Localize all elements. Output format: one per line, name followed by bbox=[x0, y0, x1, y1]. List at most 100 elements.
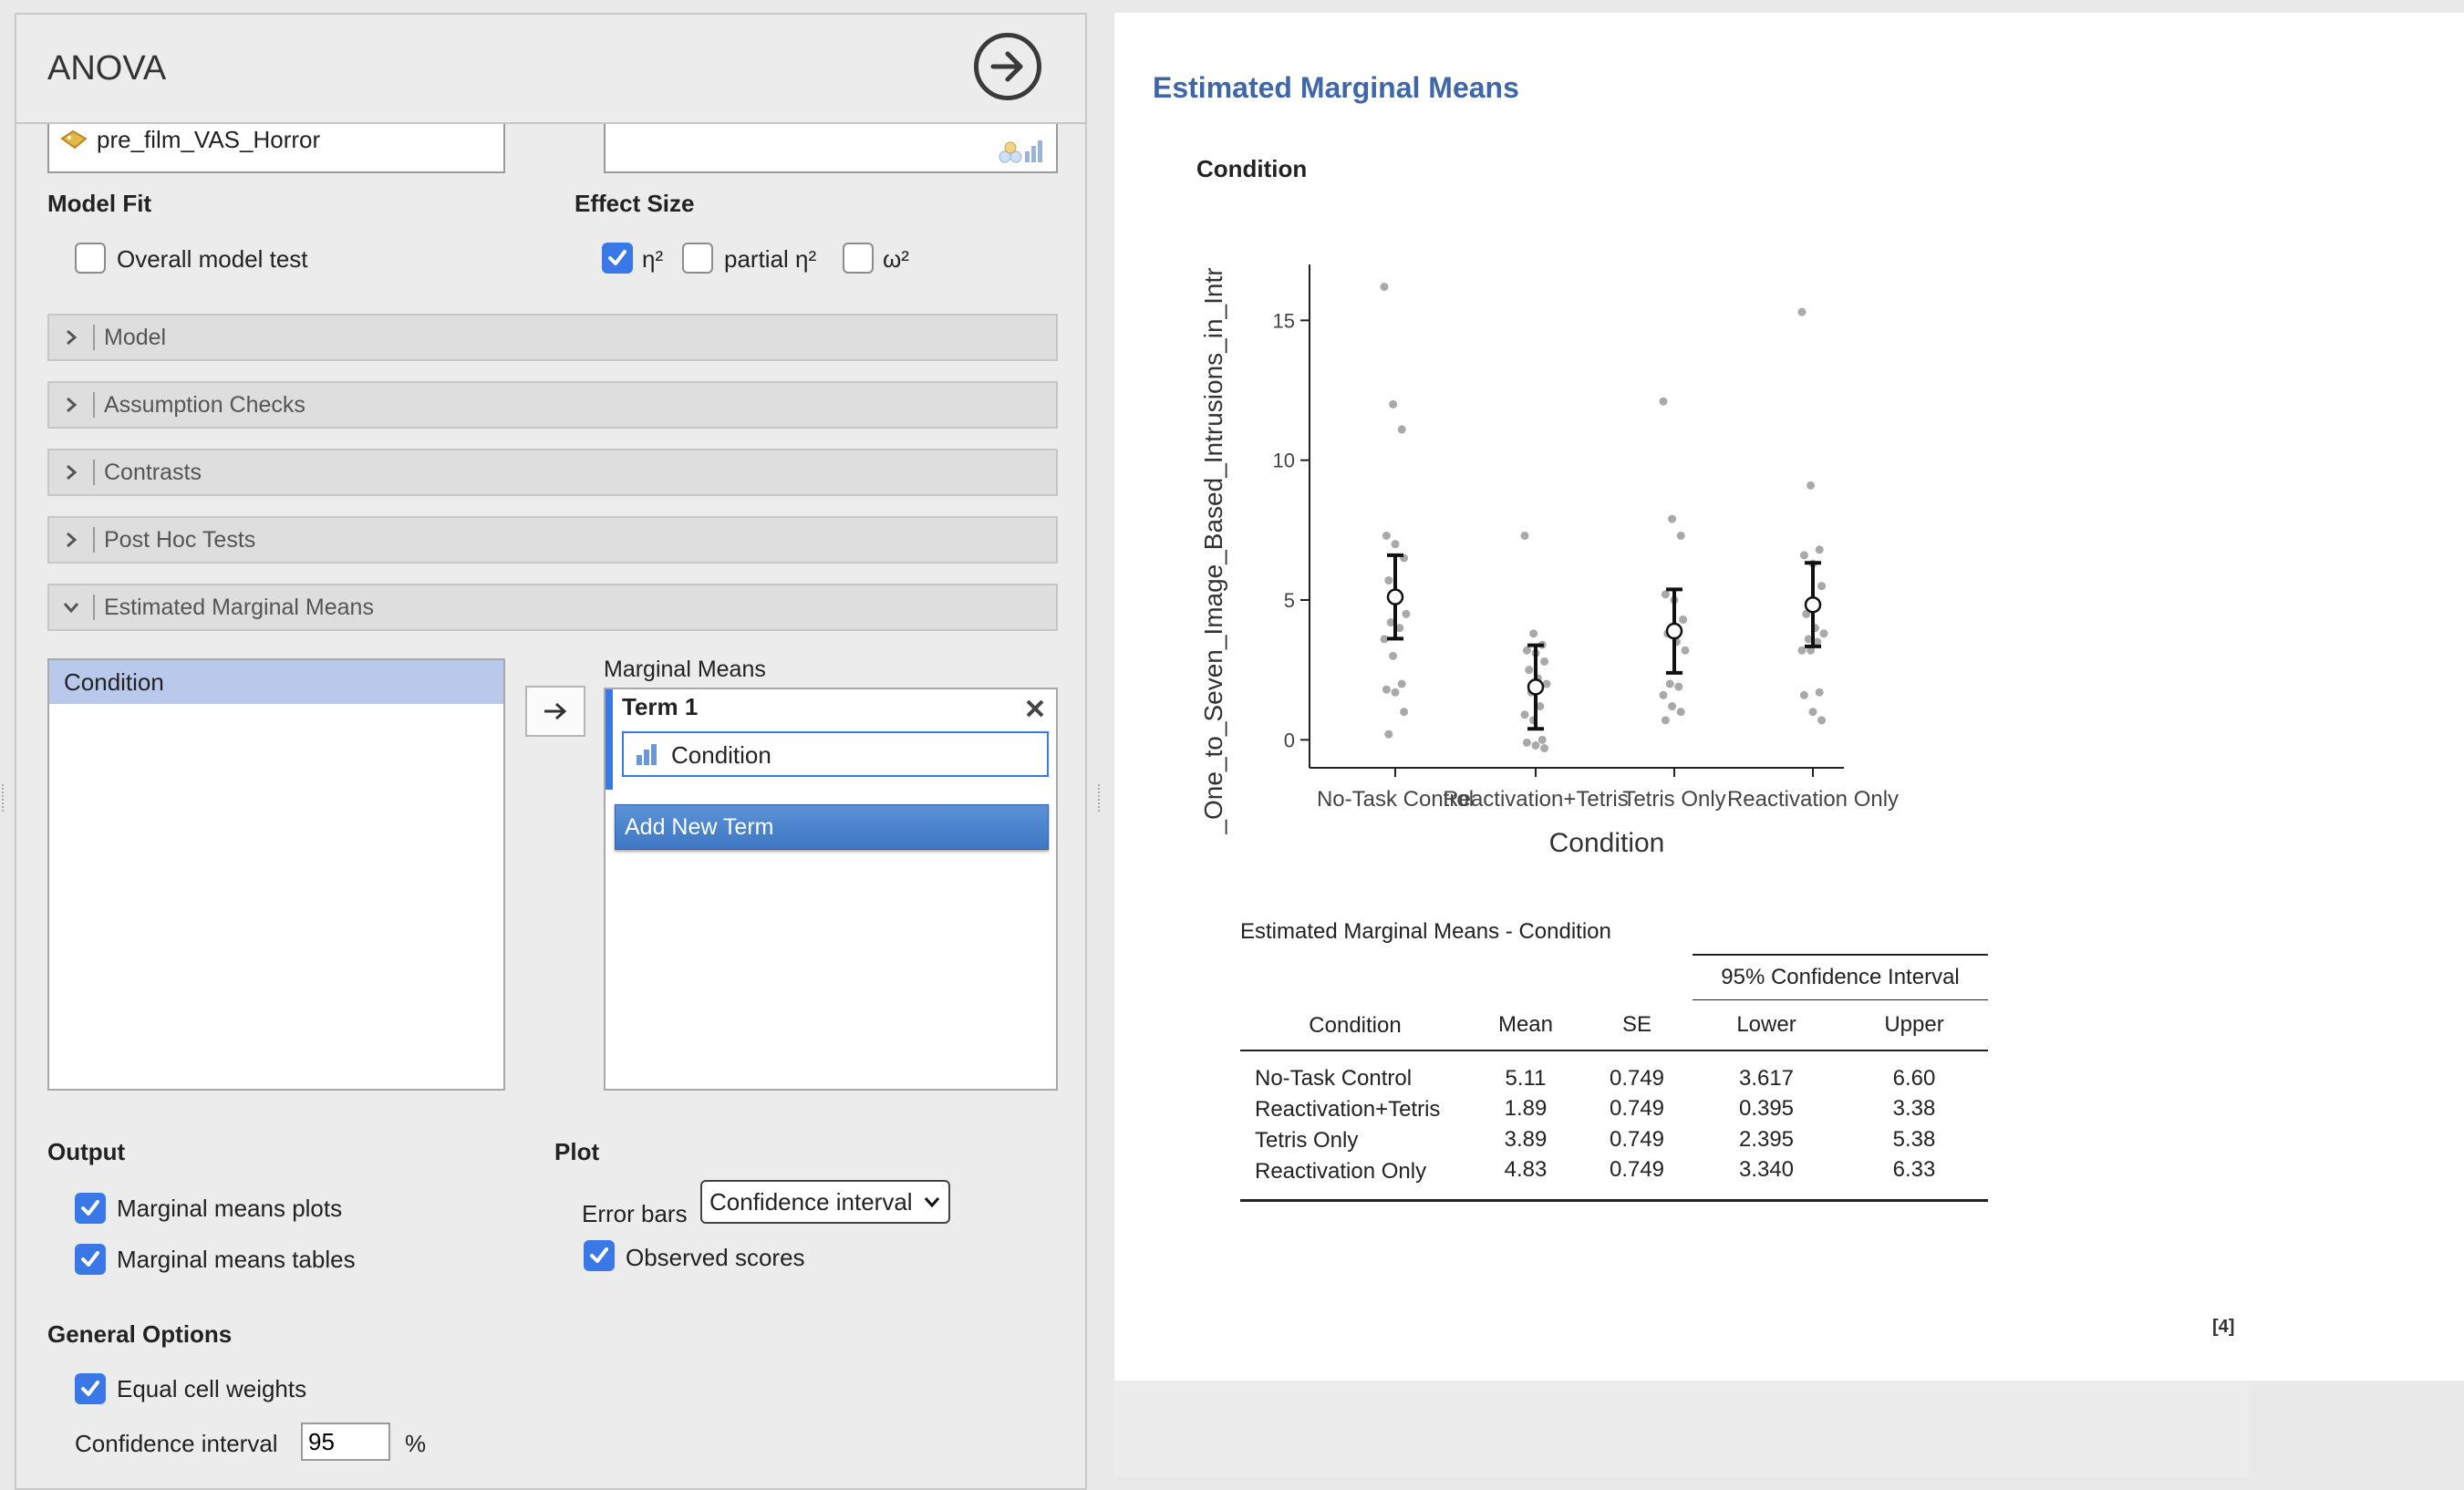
list-item-condition[interactable]: Condition bbox=[49, 660, 503, 704]
observed-point bbox=[1386, 618, 1395, 627]
term-field[interactable]: Condition bbox=[622, 731, 1049, 777]
cell-condition: Reactivation+Tetris bbox=[1255, 1096, 1441, 1122]
term-title: Term 1 bbox=[622, 693, 699, 720]
omega-squared-label: ω² bbox=[883, 245, 909, 273]
observed-point bbox=[1537, 735, 1547, 744]
observed-point bbox=[1525, 666, 1534, 675]
section-contrasts[interactable]: Contrasts bbox=[47, 449, 1058, 496]
check-icon bbox=[590, 1247, 608, 1263]
arrow-right-icon bbox=[990, 51, 1023, 82]
section-separator bbox=[93, 325, 95, 350]
observed-point bbox=[1529, 629, 1538, 638]
observed-point bbox=[1389, 651, 1398, 660]
chevron-right-icon bbox=[49, 531, 93, 549]
header-divider bbox=[16, 122, 1087, 124]
omega-squared-checkbox[interactable] bbox=[843, 243, 874, 274]
observed-point bbox=[1384, 576, 1393, 585]
mean-point bbox=[1386, 588, 1404, 605]
x-tick-label: Reactivation+Tetris bbox=[1443, 787, 1628, 812]
observed-point bbox=[1389, 399, 1398, 409]
variables-list[interactable]: pre_film_VAS_Horror bbox=[47, 124, 505, 173]
cell-lower: 3.617 bbox=[1738, 1066, 1795, 1091]
observed-point bbox=[1522, 738, 1531, 747]
available-terms-list[interactable]: Condition bbox=[47, 658, 505, 1091]
observed-point bbox=[1536, 702, 1545, 711]
plot-heading: Plot bbox=[554, 1138, 600, 1165]
observed-point bbox=[1395, 624, 1404, 633]
target-variables-box[interactable] bbox=[604, 124, 1058, 173]
check-icon bbox=[81, 1251, 99, 1267]
table-row: Tetris Only 3.89 0.749 2.395 5.38 bbox=[1240, 1124, 1988, 1155]
term-accent-bar bbox=[606, 689, 613, 790]
error-bars-value: Confidence interval bbox=[709, 1187, 913, 1216]
mean-point bbox=[1804, 595, 1822, 614]
variable-item[interactable]: pre_film_VAS_Horror bbox=[97, 126, 321, 153]
marginal-means-terms-box[interactable]: Term 1 Condition Add New Term bbox=[604, 688, 1058, 1091]
table-row: Reactivation+Tetris 1.89 0.749 0.395 3.3… bbox=[1240, 1093, 1988, 1124]
observed-point bbox=[1384, 729, 1393, 739]
section-model[interactable]: Model bbox=[47, 314, 1058, 361]
check-icon bbox=[81, 1200, 99, 1216]
section-assumption-checks[interactable]: Assumption Checks bbox=[47, 381, 1058, 429]
equal-cell-weights-label: Equal cell weights bbox=[117, 1375, 307, 1402]
observed-point bbox=[1659, 690, 1668, 699]
confidence-interval-input[interactable] bbox=[301, 1423, 390, 1461]
table-header-spacer bbox=[1470, 955, 1581, 1000]
cell-se: 0.749 bbox=[1609, 1095, 1665, 1121]
error-bars-select[interactable]: Confidence interval bbox=[700, 1180, 950, 1224]
analysis-options-panel: ANOVA pre_film_VAS_Horror Model Fit Over… bbox=[15, 13, 1087, 1490]
general-options-heading: General Options bbox=[47, 1320, 233, 1348]
add-new-term-button[interactable]: Add New Term bbox=[615, 804, 1049, 850]
observed-point bbox=[1674, 682, 1683, 691]
partial-eta-squared-checkbox[interactable] bbox=[682, 243, 713, 274]
observed-point bbox=[1815, 688, 1824, 697]
observed-point bbox=[1819, 629, 1828, 638]
eta-squared-label: η² bbox=[642, 245, 664, 273]
cell-se: 0.749 bbox=[1609, 1157, 1665, 1182]
term-item-label: Condition bbox=[671, 741, 771, 769]
section-estimated-marginal-means[interactable]: Estimated Marginal Means bbox=[47, 584, 1058, 631]
check-icon bbox=[608, 250, 626, 265]
observed-scores-checkbox[interactable] bbox=[584, 1240, 615, 1271]
equal-cell-weights-checkbox[interactable] bbox=[75, 1373, 106, 1404]
left-splitter-handle[interactable] bbox=[2, 784, 9, 812]
move-right-button[interactable] bbox=[525, 686, 585, 737]
cell-upper: 3.38 bbox=[1892, 1095, 1936, 1121]
ci-group-header: 95% Confidence Interval bbox=[1693, 954, 1988, 1000]
observed-point bbox=[1799, 551, 1808, 560]
confidence-interval-unit: % bbox=[405, 1430, 427, 1457]
close-icon[interactable] bbox=[1025, 698, 1045, 723]
marginal-means-plots-checkbox[interactable] bbox=[75, 1193, 106, 1224]
chevron-down-icon bbox=[924, 1197, 940, 1208]
observed-point bbox=[1400, 708, 1409, 717]
confidence-interval-label: Confidence interval bbox=[75, 1430, 278, 1457]
x-tick-label: No-Task Control bbox=[1317, 787, 1474, 812]
cell-upper: 6.33 bbox=[1892, 1157, 1936, 1182]
run-analysis-button[interactable] bbox=[974, 33, 1041, 100]
marginal-means-tables-checkbox[interactable] bbox=[75, 1244, 106, 1275]
nominal-variable-icon bbox=[635, 742, 660, 771]
observed-point bbox=[1391, 688, 1400, 697]
section-separator bbox=[93, 527, 95, 553]
panel-splitter-handle[interactable] bbox=[1098, 784, 1105, 812]
cell-se: 0.749 bbox=[1609, 1066, 1665, 1091]
chevron-right-icon bbox=[49, 396, 93, 414]
error-bars-label: Error bars bbox=[582, 1200, 688, 1227]
eta-squared-checkbox[interactable] bbox=[602, 243, 633, 274]
observed-point bbox=[1391, 540, 1400, 549]
col-header-se: SE bbox=[1621, 1011, 1651, 1037]
observed-point bbox=[1676, 708, 1685, 717]
mean-point bbox=[1665, 622, 1683, 640]
ordinal-variable-icon bbox=[60, 129, 88, 158]
marginal-means-tables-label: Marginal means tables bbox=[117, 1246, 356, 1273]
table-header-spacer bbox=[1240, 955, 1470, 1000]
x-tick-label: Reactivation Only bbox=[1727, 787, 1899, 812]
observed-point bbox=[1402, 609, 1411, 618]
overall-model-test-checkbox[interactable] bbox=[75, 243, 106, 274]
observed-point bbox=[1817, 582, 1827, 591]
table-row: No-Task Control 5.11 0.749 3.617 6.60 bbox=[1240, 1050, 1988, 1093]
observed-point bbox=[1804, 635, 1813, 644]
results-title: Estimated Marginal Means bbox=[1153, 71, 1519, 104]
section-post-hoc-tests[interactable]: Post Hoc Tests bbox=[47, 516, 1058, 564]
section-label: Post Hoc Tests bbox=[104, 526, 256, 553]
